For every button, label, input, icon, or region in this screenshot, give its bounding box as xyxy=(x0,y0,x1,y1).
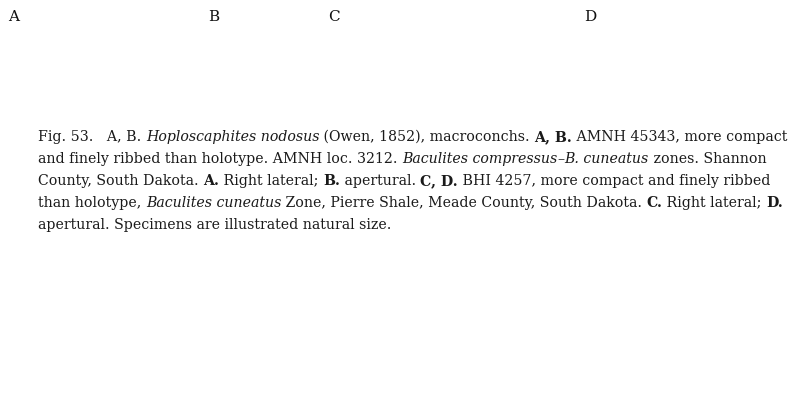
Text: B: B xyxy=(208,10,219,24)
Text: A, B.: A, B. xyxy=(534,130,572,144)
Text: B. cuneatus: B. cuneatus xyxy=(564,152,649,166)
Text: zones. Shannon: zones. Shannon xyxy=(649,152,766,166)
Text: AMNH 45343, more compact: AMNH 45343, more compact xyxy=(572,130,787,144)
Text: B.: B. xyxy=(323,174,340,188)
Text: Hoploscaphites nodosus: Hoploscaphites nodosus xyxy=(146,130,319,144)
Text: Right lateral;: Right lateral; xyxy=(219,174,323,188)
Text: Fig. 53.   A, B.: Fig. 53. A, B. xyxy=(38,130,146,144)
Text: BHI 4257, more compact and finely ribbed: BHI 4257, more compact and finely ribbed xyxy=(458,174,770,188)
Text: A: A xyxy=(8,10,19,24)
Text: –: – xyxy=(558,152,564,166)
Text: County, South Dakota.: County, South Dakota. xyxy=(38,174,203,188)
Text: A.: A. xyxy=(203,174,219,188)
Text: apertural.: apertural. xyxy=(340,174,420,188)
Text: C: C xyxy=(328,10,340,24)
Text: C.: C. xyxy=(646,196,662,210)
Text: than holotype,: than holotype, xyxy=(38,196,146,210)
Text: C, D.: C, D. xyxy=(420,174,458,188)
Text: Baculites compressus: Baculites compressus xyxy=(402,152,558,166)
Text: Baculites cuneatus: Baculites cuneatus xyxy=(146,196,281,210)
Text: (Owen, 1852), macroconchs.: (Owen, 1852), macroconchs. xyxy=(319,130,534,144)
Text: apertural. Specimens are illustrated natural size.: apertural. Specimens are illustrated nat… xyxy=(38,218,391,232)
Text: and finely ribbed than holotype. AMNH loc. 3212.: and finely ribbed than holotype. AMNH lo… xyxy=(38,152,402,166)
Text: Zone, Pierre Shale, Meade County, South Dakota.: Zone, Pierre Shale, Meade County, South … xyxy=(281,196,646,210)
Text: D: D xyxy=(584,10,596,24)
Text: Right lateral;: Right lateral; xyxy=(662,196,766,210)
Text: D.: D. xyxy=(766,196,783,210)
